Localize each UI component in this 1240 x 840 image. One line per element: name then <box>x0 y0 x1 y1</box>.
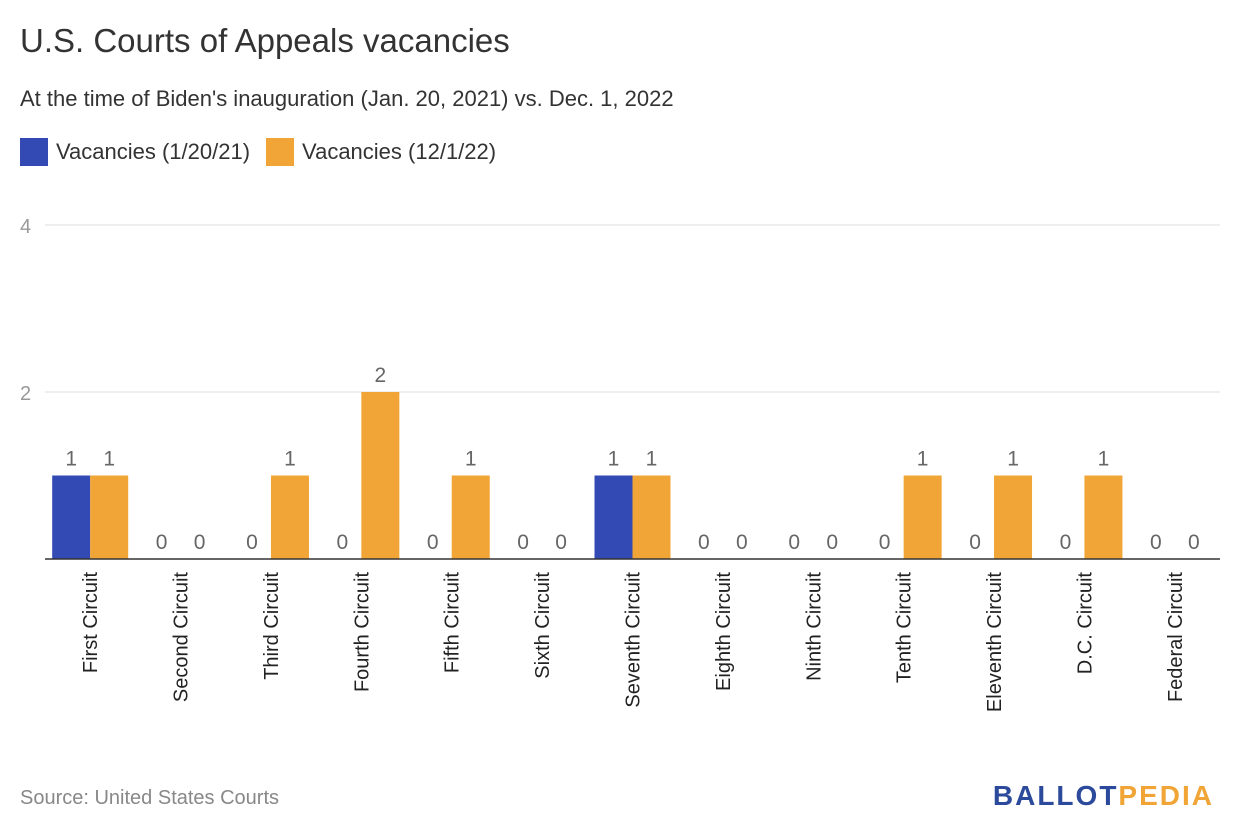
legend-item-series-2: Vacancies (12/1/22) <box>266 138 496 166</box>
data-label: 0 <box>194 531 206 554</box>
x-tick-label: Fourth Circuit <box>351 572 373 692</box>
data-label: 1 <box>917 448 929 471</box>
data-label: 0 <box>826 531 838 554</box>
data-label: 0 <box>969 531 981 554</box>
data-label: 1 <box>465 448 477 471</box>
legend-item-series-1: Vacancies (1/20/21) <box>20 138 250 166</box>
x-tick-label: Tenth Circuit <box>894 572 916 684</box>
legend-label-series-2: Vacancies (12/1/22) <box>302 139 497 164</box>
bar <box>994 475 1033 559</box>
chart-title: U.S. Courts of Appeals vacancies <box>20 22 510 59</box>
ballotpedia-logo: BALLOTPEDIA <box>993 780 1214 812</box>
x-tick-label: Ninth Circuit <box>803 572 825 681</box>
x-tick-label: Fifth Circuit <box>442 572 464 674</box>
x-tick-label: Third Circuit <box>261 572 283 680</box>
x-tick-label: Eleventh Circuit <box>984 572 1006 713</box>
bar <box>594 475 633 559</box>
y-tick-label: 2 <box>20 383 31 405</box>
data-label: 0 <box>156 531 168 554</box>
data-label: 0 <box>698 531 710 554</box>
data-label: 0 <box>736 531 748 554</box>
bar <box>1084 475 1123 559</box>
bar <box>270 475 309 559</box>
data-label: 1 <box>65 448 77 471</box>
data-label: 2 <box>375 364 387 387</box>
data-label: 0 <box>788 531 800 554</box>
data-label: 0 <box>337 531 349 554</box>
data-label: 0 <box>1188 531 1200 554</box>
x-tick-label: First Circuit <box>80 572 102 674</box>
y-tick-label: 4 <box>20 216 31 238</box>
data-label: 0 <box>246 531 258 554</box>
bar <box>90 475 129 559</box>
data-label: 1 <box>284 448 296 471</box>
data-label: 1 <box>646 448 658 471</box>
x-tick-label: Federal Circuit <box>1165 572 1187 702</box>
x-tick-label: Seventh Circuit <box>623 572 645 708</box>
bar <box>903 475 942 559</box>
x-tick-label: Eighth Circuit <box>713 572 735 691</box>
source-note: Source: United States Courts <box>20 787 280 809</box>
x-tick-label: D.C. Circuit <box>1074 572 1096 675</box>
x-tick-label: Sixth Circuit <box>532 572 554 679</box>
data-label: 0 <box>427 531 439 554</box>
data-label: 0 <box>517 531 529 554</box>
legend-label-series-1: Vacancies (1/20/21) <box>56 139 251 164</box>
chart-subtitle: At the time of Biden's inauguration (Jan… <box>20 86 674 111</box>
data-label: 0 <box>555 531 567 554</box>
bar <box>52 475 91 559</box>
data-label: 0 <box>1060 531 1072 554</box>
legend: Vacancies (1/20/21) Vacancies (12/1/22) <box>20 138 512 166</box>
bar <box>451 475 490 559</box>
data-label: 1 <box>1007 448 1019 471</box>
data-label: 1 <box>103 448 115 471</box>
logo-text-pedia: PEDIA <box>1118 780 1214 811</box>
logo-text-ballot: BALLOT <box>992 780 1119 811</box>
x-tick-label: Second Circuit <box>171 572 193 703</box>
data-label: 0 <box>879 531 891 554</box>
data-label: 1 <box>1098 448 1110 471</box>
bar <box>361 392 400 559</box>
bar <box>632 475 671 559</box>
legend-swatch-series-1 <box>20 138 48 166</box>
data-label: 1 <box>608 448 620 471</box>
legend-swatch-series-2 <box>266 138 295 166</box>
data-label: 0 <box>1150 531 1162 554</box>
